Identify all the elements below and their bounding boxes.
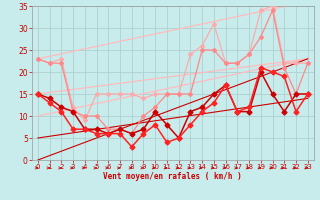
X-axis label: Vent moyen/en rafales ( km/h ): Vent moyen/en rafales ( km/h ): [103, 172, 242, 181]
